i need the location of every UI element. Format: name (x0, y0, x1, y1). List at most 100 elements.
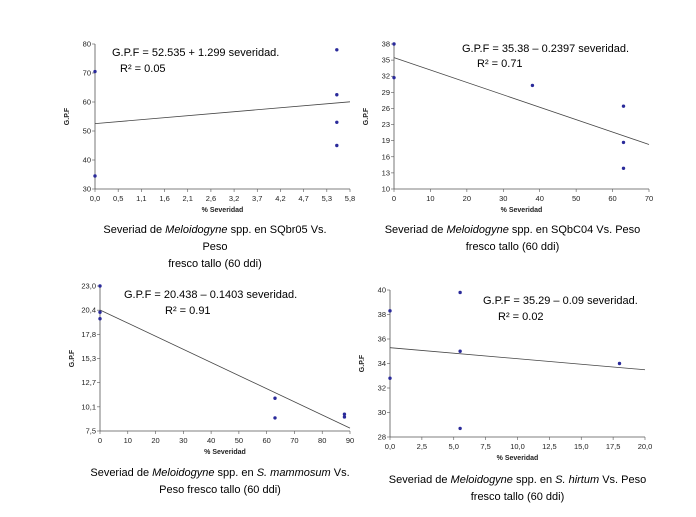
x-tick-label: 2,1 (183, 194, 193, 203)
x-tick-label: 0 (392, 194, 396, 203)
data-point (388, 309, 392, 313)
regression-equation: G.P.F = 52.535 + 1.299 severidad. (112, 47, 279, 59)
y-tick-label: 40 (378, 286, 386, 295)
x-tick-label: 4,2 (275, 194, 285, 203)
data-point (93, 69, 97, 74)
y-tick-label: 13 (382, 168, 390, 177)
x-tick-label: 10 (124, 436, 132, 445)
x-tick-label: 4,7 (298, 194, 308, 203)
y-tick-label: 15,3 (81, 354, 96, 363)
data-point (273, 396, 277, 400)
y-axis-label: G.P.F (64, 107, 71, 125)
regression-equation: G.P.F = 35.29 – 0.09 severidad. (483, 295, 638, 307)
data-point (621, 140, 626, 145)
y-tick-label: 10 (382, 185, 390, 194)
x-tick-label: 2,6 (206, 194, 216, 203)
y-tick-label: 35 (382, 56, 390, 65)
x-axis-label: % Severidad (204, 449, 246, 456)
x-tick-label: 5,0 (449, 442, 459, 451)
x-tick-label: 40 (536, 194, 544, 203)
x-axis-label: % Severidad (497, 455, 539, 462)
x-tick-label: 0,5 (113, 194, 123, 203)
x-tick-label: 70 (290, 436, 298, 445)
x-tick-label: 60 (608, 194, 616, 203)
y-tick-label: 40 (83, 156, 91, 165)
x-tick-label: 10,0 (510, 442, 525, 451)
y-axis-label: G.P.F (359, 354, 366, 372)
x-tick-label: 0,0 (385, 442, 395, 451)
x-tick-label: 5,8 (345, 194, 355, 203)
data-point (342, 415, 347, 419)
x-tick-label: 12,5 (542, 442, 557, 451)
data-point (335, 143, 339, 148)
y-tick-label: 38 (378, 310, 386, 319)
y-axis-label: G.P.F (69, 349, 76, 367)
x-tick-label: 7,5 (480, 442, 490, 451)
regression-equation: G.P.F = 20.438 – 0.1403 severidad. (124, 289, 297, 301)
y-tick-label: 80 (83, 40, 91, 49)
y-tick-label: 12,7 (81, 378, 96, 387)
data-point (98, 310, 102, 314)
data-point (530, 83, 535, 88)
trend-line (393, 57, 650, 145)
data-point (342, 412, 347, 416)
trend-line (99, 309, 351, 429)
data-point (621, 104, 626, 108)
x-tick-label: 10 (426, 194, 434, 203)
trend-line (94, 101, 351, 125)
y-tick-label: 20,4 (81, 306, 96, 315)
y-tick-label: 23 (382, 120, 390, 129)
y-tick-label: 50 (83, 127, 91, 136)
x-tick-label: 3,2 (229, 194, 239, 203)
x-tick-label: 2,5 (417, 442, 427, 451)
y-tick-label: 30 (378, 408, 386, 417)
y-tick-label: 29 (382, 88, 390, 97)
x-tick-label: 5,3 (322, 194, 332, 203)
y-tick-label: 38 (382, 40, 390, 49)
y-tick-label: 16 (382, 152, 390, 161)
y-tick-label: 70 (83, 69, 91, 78)
x-tick-label: 90 (346, 436, 354, 445)
r-squared-label: R² = 0.02 (498, 311, 544, 323)
y-tick-label: 30 (83, 185, 91, 194)
data-point (98, 317, 102, 321)
x-axis-label: % Severidad (501, 207, 543, 214)
y-tick-label: 7,5 (86, 427, 96, 436)
data-point (335, 120, 339, 125)
caption-s-mammosum: Severiad de Meloidogyne spp. en S. mammo… (90, 467, 350, 496)
y-tick-label: 32 (382, 72, 390, 81)
x-tick-label: 20 (463, 194, 471, 203)
x-tick-label: 20 (151, 436, 159, 445)
data-point (392, 75, 396, 80)
caption-s-hirtum: Severiad de Meloidogyne spp. en S. hirtu… (388, 474, 647, 503)
x-tick-label: 1,6 (159, 194, 169, 203)
data-point (93, 174, 97, 178)
y-tick-label: 26 (382, 104, 390, 113)
x-tick-label: 3,7 (252, 194, 262, 203)
trend-line (389, 347, 646, 371)
r-squared-label: R² = 0.71 (477, 58, 523, 70)
y-axis-label: G.P.F (363, 107, 370, 125)
caption-sqbr05: Severiad de Meloidogyne spp. en SQbr05 V… (103, 224, 327, 270)
regression-equation: G.P.F = 35.38 – 0.2397 severidad. (462, 43, 629, 55)
x-tick-label: 0,0 (90, 194, 100, 203)
chart-panel-sqbr05: 0,0 0,5 1,1 1,6 2,1 2,6 3,2 3,7 4,2 4,7 5,3 5,8 30 40… (64, 40, 355, 215)
y-tick-label: 10,1 (81, 402, 96, 411)
x-tick-label: 80 (318, 436, 326, 445)
x-tick-label: 17,5 (606, 442, 621, 451)
y-tick-label: 28 (378, 433, 386, 442)
y-tick-label: 19 (382, 136, 390, 145)
data-point (335, 48, 339, 52)
x-tick-label: 1,1 (136, 194, 146, 203)
x-tick-label: 0 (98, 436, 102, 445)
data-point (458, 426, 462, 431)
x-tick-label: 50 (572, 194, 580, 203)
x-tick-label: 60 (262, 436, 270, 445)
x-tick-label: 15,0 (574, 442, 589, 451)
x-tick-label: 30 (499, 194, 507, 203)
x-tick-label: 70 (645, 194, 653, 203)
y-tick-label: 34 (378, 359, 386, 368)
r-squared-label: R² = 0.05 (120, 63, 166, 75)
data-point (458, 349, 462, 353)
